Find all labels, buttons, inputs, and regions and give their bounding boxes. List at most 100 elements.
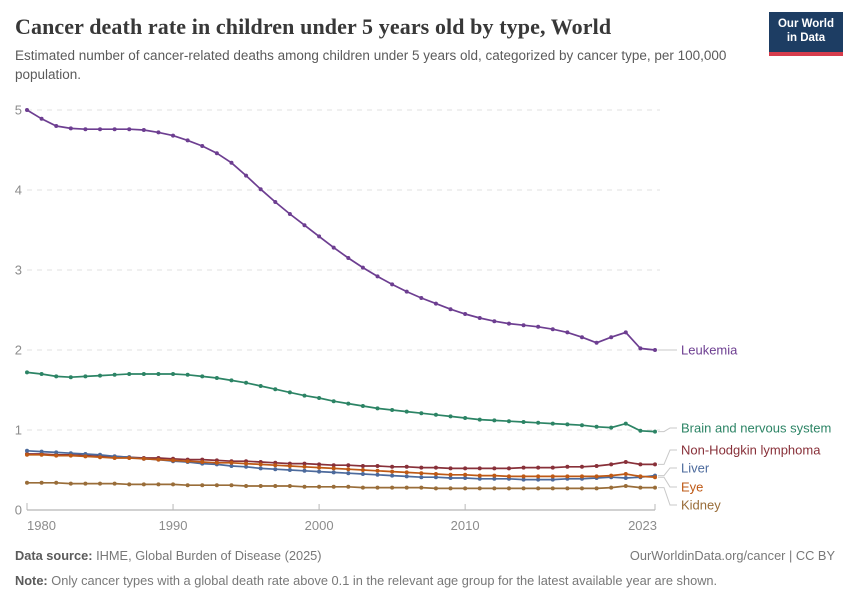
data-point [360,468,365,472]
data-point [258,462,263,467]
data-source-label: Data source: [15,548,93,563]
data-point [185,483,190,488]
data-point [506,419,511,424]
series-line-kidney[interactable] [27,481,655,490]
data-point [565,330,570,335]
data-point [127,127,132,132]
data-point [127,372,132,376]
data-point [463,472,468,477]
data-point [258,187,263,192]
data-point [550,486,555,491]
line-chart: 0 1 2 3 4 5 1980 1990 2000 2010 2023 Leukemia Brain … [15,103,832,534]
data-point [492,476,497,481]
data-point [375,274,380,279]
data-point [448,486,453,491]
data-source-value: IHME, Global Burden of Disease (2025) [92,548,322,563]
data-point [594,424,599,429]
data-point [463,466,468,471]
data-point [360,404,365,408]
data-point [638,485,643,490]
data-point [653,348,657,352]
data-point [68,126,73,131]
data-point [331,245,336,250]
data-point [477,417,482,422]
data-point [346,401,351,406]
owid-logo[interactable]: Our World in Data [768,12,843,56]
data-point [565,464,570,469]
data-point [477,316,482,320]
data-point [360,464,365,468]
data-point [346,463,351,468]
data-point [521,420,526,424]
data-point [39,449,44,454]
data-point [463,312,468,316]
data-point [375,472,380,477]
series-label-eye[interactable]: Eye [681,480,703,495]
data-point [492,473,497,478]
data-point [171,482,176,487]
data-point [317,465,322,470]
data-point [638,346,643,351]
data-point [433,472,438,476]
data-point [39,452,44,457]
data-point [302,464,307,469]
data-point [317,396,322,400]
data-point [127,482,132,487]
data-point [141,128,146,132]
data-point [98,455,103,460]
data-point [375,464,380,468]
y-tick-label: 2 [15,343,22,358]
data-point [463,486,468,491]
data-point [83,127,88,132]
data-point [477,486,482,491]
data-point [390,473,395,478]
data-point [98,127,103,132]
data-point [54,453,59,458]
data-point [112,127,117,132]
data-point [463,476,468,480]
data-point [579,464,584,469]
series-label-liver[interactable]: Liver [681,461,710,476]
data-point [579,423,584,428]
data-point [360,265,365,270]
data-point [609,485,614,490]
data-point [492,466,497,471]
series-line-leukemia[interactable] [26,109,656,351]
data-point [112,372,117,377]
data-point [25,452,29,457]
series-label-brain-and-nervous-system[interactable]: Brain and nervous system [681,421,831,436]
data-point [200,483,205,488]
data-point [54,124,59,128]
series-label-non-hodgkin-lymphoma[interactable]: Non-Hodgkin lymphoma [681,443,821,458]
x-tick-label: 1990 [159,518,188,533]
data-point [229,378,234,383]
data-point [419,411,424,416]
data-point [214,151,219,156]
data-point [346,256,351,260]
data-point [200,144,205,148]
data-point [536,420,541,425]
data-point [419,475,424,480]
data-point [302,223,307,228]
chart-header: Cancer death rate in children under 5 ye… [15,14,760,85]
series-line-brain-and-nervous-system[interactable] [26,371,656,433]
data-point [536,486,541,491]
data-point [68,375,73,380]
series-label-kidney[interactable]: Kidney [681,498,721,513]
data-point [54,480,59,485]
data-point [390,282,395,287]
data-point [492,486,497,491]
license-link[interactable]: OurWorldinData.org/cancer | CC BY [629,548,835,563]
data-point [404,474,409,479]
data-point [112,456,117,460]
data-point [331,463,336,468]
data-point [273,200,278,204]
data-point [653,462,657,467]
data-point [506,486,511,491]
data-point [521,474,526,479]
data-point [171,133,176,138]
series-line-eye[interactable] [27,453,656,479]
data-point [536,465,541,470]
data-point [565,422,570,427]
series-label-leukemia[interactable]: Leukemia [681,343,738,358]
